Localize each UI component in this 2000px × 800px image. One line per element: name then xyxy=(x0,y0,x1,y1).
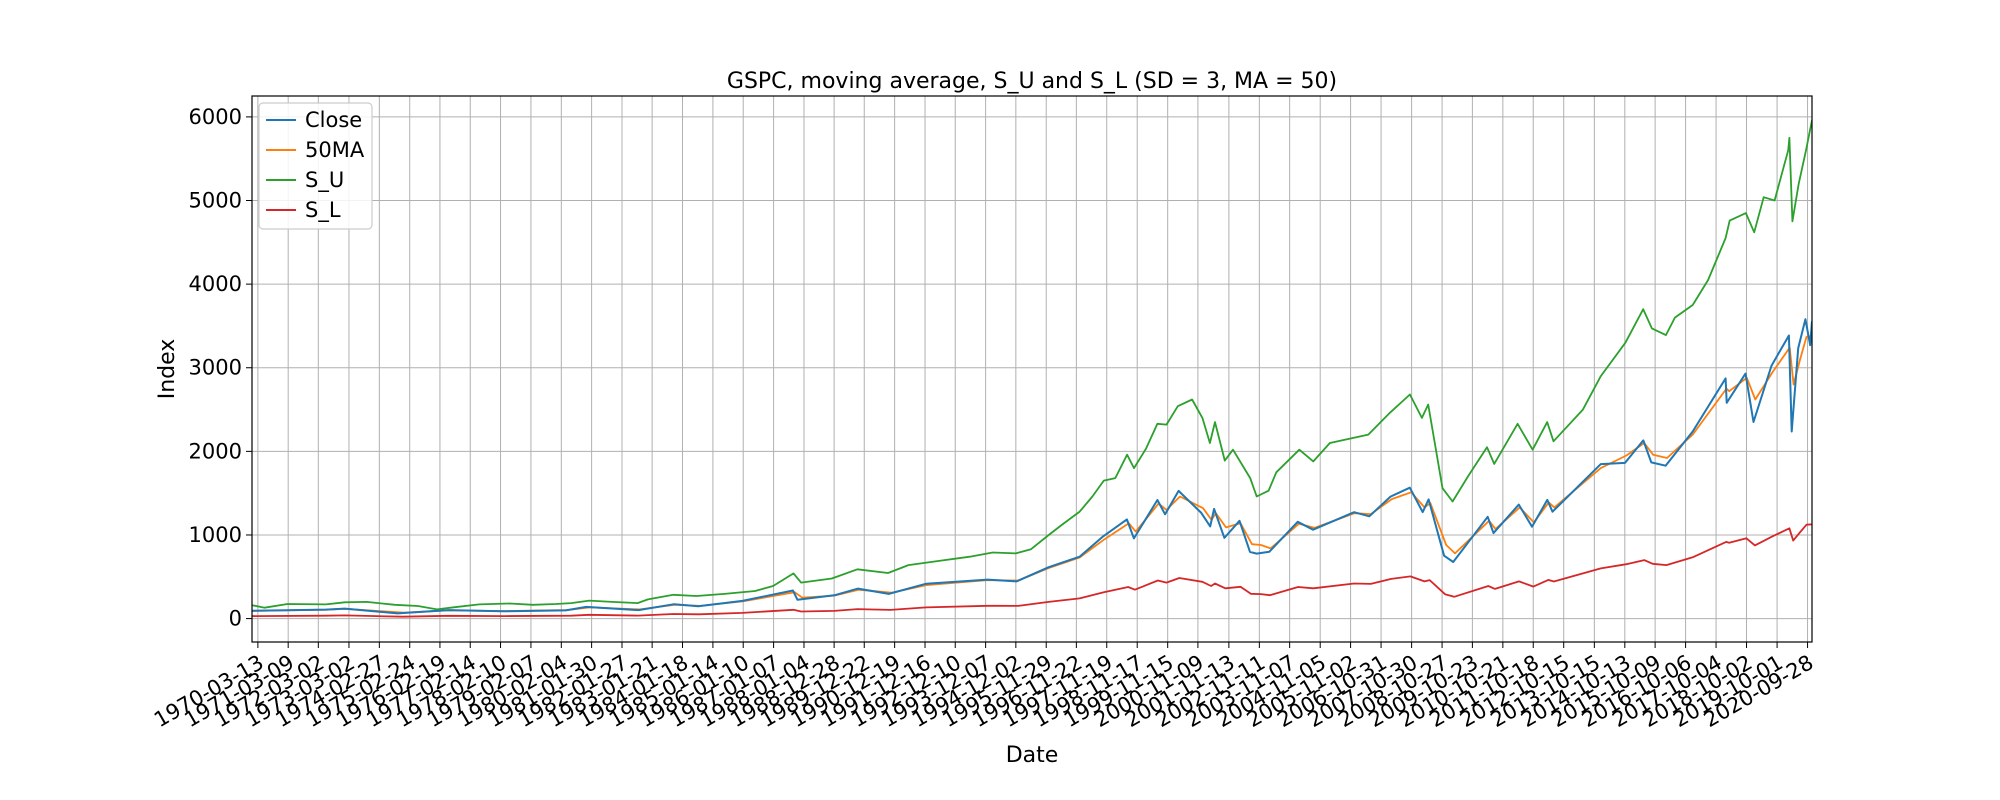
plot-frame xyxy=(251,95,1813,643)
y-tick-label: 0 xyxy=(229,607,242,631)
legend-box xyxy=(258,102,373,230)
y-axis-label: Index xyxy=(155,339,180,400)
chart-title: GSPC, moving average, S_U and S_L (SD = … xyxy=(727,69,1337,94)
y-tick-label: 5000 xyxy=(189,189,242,213)
y-axis: 0 1000 2000 3000 4000 5000 6000 xyxy=(189,105,252,631)
legend-label: S_L xyxy=(305,198,341,223)
legend-label: 50MA xyxy=(305,138,365,162)
series-lines xyxy=(252,120,1812,618)
y-tick-label: 2000 xyxy=(189,439,242,463)
legend-label: Close xyxy=(305,108,362,132)
series-line-close xyxy=(252,318,1812,615)
legend-label: S_U xyxy=(305,168,344,193)
y-tick-label: 3000 xyxy=(189,356,242,380)
series-line-s_l xyxy=(252,523,1812,618)
y-tick-label: 4000 xyxy=(189,272,242,296)
x-axis-label: Date xyxy=(1006,743,1059,768)
series-line-s_u xyxy=(252,120,1812,611)
y-tick-label: 1000 xyxy=(189,523,242,547)
y-tick-label: 6000 xyxy=(189,105,242,129)
x-axis: 1970-03-131971-03-091972-03-021973-03-02… xyxy=(150,642,1817,732)
legend: Close 50MA S_U S_L xyxy=(258,102,373,230)
